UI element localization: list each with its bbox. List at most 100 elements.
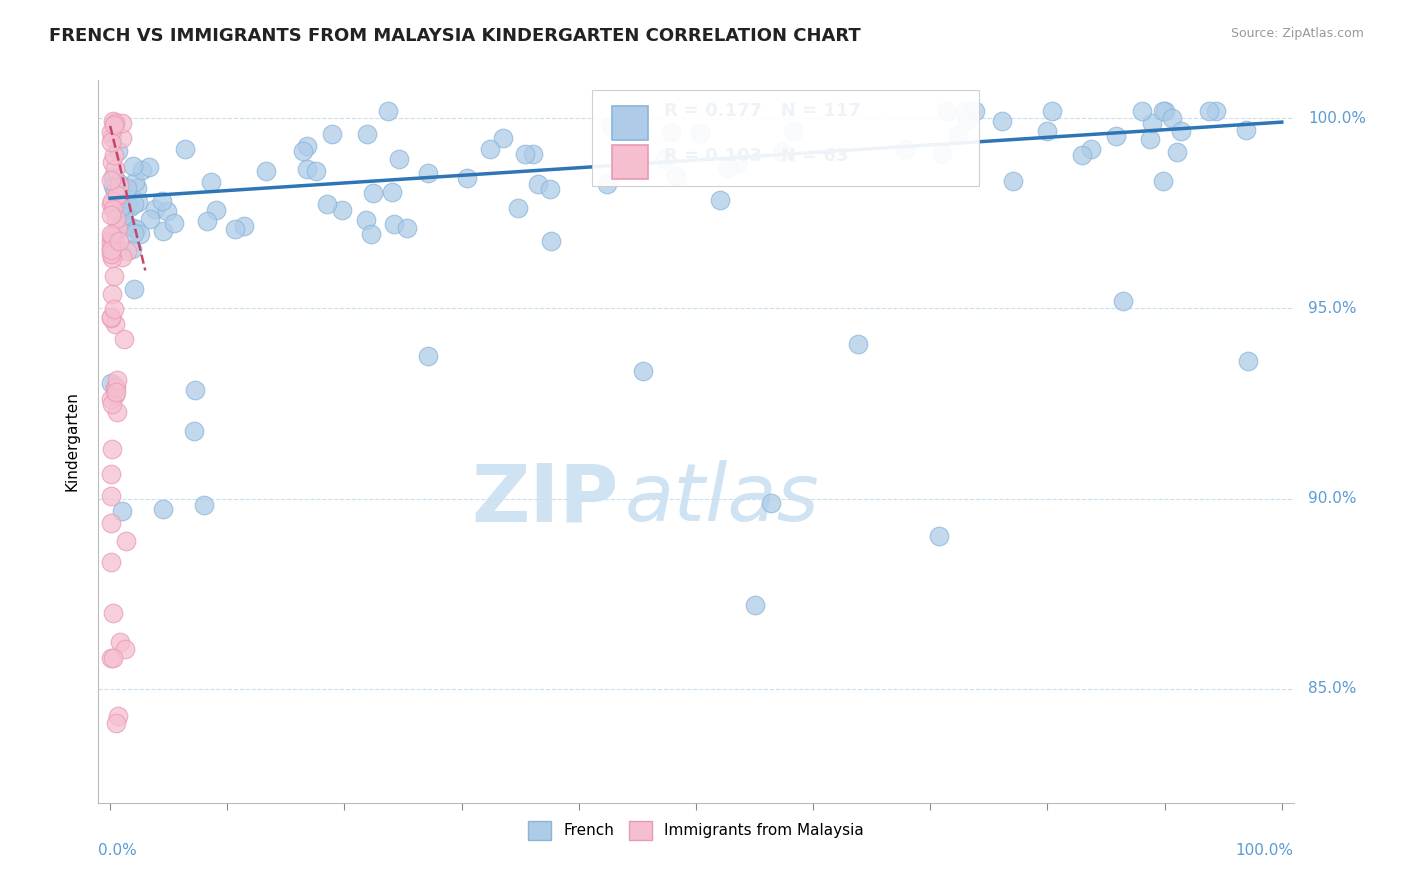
Point — [115, 181, 138, 195]
Point — [101, 233, 124, 247]
Point — [111, 116, 134, 130]
Point — [104, 317, 127, 331]
Point — [103, 606, 125, 620]
FancyBboxPatch shape — [613, 105, 648, 140]
Point — [540, 234, 562, 248]
Point — [1154, 103, 1177, 118]
Point — [100, 155, 122, 169]
Point — [111, 130, 134, 145]
Point — [1080, 142, 1102, 156]
Point — [152, 223, 174, 237]
Point — [101, 130, 124, 145]
Point — [782, 124, 804, 138]
Point — [506, 202, 529, 216]
Point — [100, 243, 122, 257]
Point — [100, 236, 122, 251]
Point — [744, 598, 766, 612]
Point — [112, 209, 135, 223]
Point — [356, 128, 378, 142]
Text: 90.0%: 90.0% — [1308, 491, 1357, 506]
Point — [894, 142, 917, 156]
Point — [174, 142, 197, 156]
Point — [115, 244, 138, 258]
Point — [1198, 103, 1220, 118]
Point — [122, 160, 145, 174]
Point — [955, 103, 977, 118]
Point — [1040, 103, 1063, 118]
Point — [100, 208, 122, 222]
Point — [124, 227, 146, 241]
Point — [1002, 174, 1025, 188]
Text: atlas: atlas — [624, 460, 820, 539]
Point — [115, 198, 138, 212]
Point — [143, 202, 166, 217]
Point — [124, 175, 146, 189]
Point — [100, 516, 122, 531]
Point — [100, 173, 122, 187]
Point — [1166, 145, 1188, 160]
Point — [224, 222, 246, 236]
Point — [725, 156, 748, 170]
Point — [139, 212, 162, 227]
Point — [1130, 103, 1153, 118]
Point — [665, 169, 688, 184]
Point — [363, 186, 385, 200]
Point — [108, 178, 131, 192]
Point — [1236, 353, 1258, 368]
Text: R = 0.103   N = 63: R = 0.103 N = 63 — [664, 147, 848, 165]
Point — [1139, 132, 1161, 146]
Point — [527, 177, 550, 191]
Point — [354, 213, 377, 227]
Point — [330, 202, 353, 217]
Text: 100.0%: 100.0% — [1236, 843, 1294, 857]
Point — [1161, 111, 1184, 125]
Point — [1140, 116, 1163, 130]
Point — [100, 396, 122, 410]
Point — [596, 177, 619, 191]
Text: FRENCH VS IMMIGRANTS FROM MALAYSIA KINDERGARTEN CORRELATION CHART: FRENCH VS IMMIGRANTS FROM MALAYSIA KINDE… — [49, 27, 860, 45]
Point — [107, 234, 129, 248]
Point — [377, 103, 399, 118]
Point — [1152, 103, 1174, 118]
Point — [111, 504, 134, 518]
Point — [105, 715, 128, 730]
Point — [115, 533, 138, 548]
Point — [131, 162, 153, 177]
Point — [659, 125, 682, 139]
Point — [991, 113, 1014, 128]
Point — [101, 442, 124, 457]
Point — [956, 113, 979, 128]
Point — [100, 124, 122, 138]
Point — [295, 161, 318, 176]
Point — [963, 103, 986, 118]
Point — [103, 381, 125, 395]
Point — [101, 286, 124, 301]
Point — [1036, 123, 1059, 137]
Point — [100, 651, 122, 665]
Point — [1111, 294, 1133, 309]
Point — [112, 332, 135, 346]
Point — [770, 145, 793, 159]
Point — [456, 170, 478, 185]
Point — [717, 161, 740, 175]
Point — [928, 529, 950, 543]
Point — [321, 127, 343, 141]
Point — [297, 139, 319, 153]
Point — [100, 467, 122, 482]
Point — [125, 222, 148, 236]
Point — [291, 144, 314, 158]
Point — [492, 131, 515, 145]
Point — [195, 213, 218, 227]
Point — [121, 242, 143, 256]
Point — [152, 501, 174, 516]
Point — [1205, 103, 1227, 118]
Point — [105, 405, 128, 419]
Point — [1070, 148, 1092, 162]
Point — [107, 709, 129, 723]
Point — [654, 152, 676, 166]
Text: 0.0%: 0.0% — [98, 843, 138, 857]
Point — [513, 146, 536, 161]
Point — [156, 203, 179, 218]
Point — [104, 235, 127, 249]
Point — [522, 146, 544, 161]
